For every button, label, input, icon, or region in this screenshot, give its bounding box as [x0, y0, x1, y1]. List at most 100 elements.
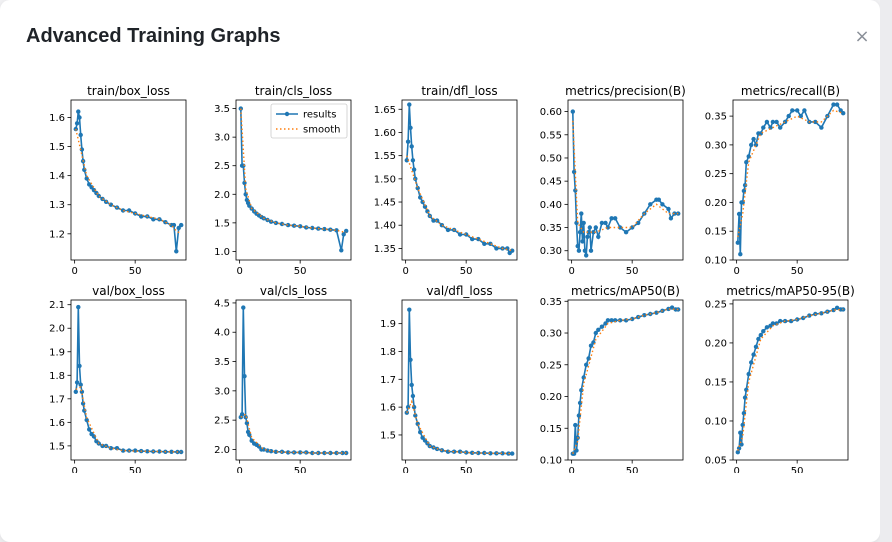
subplot-title: metrics/mAP50(B)	[571, 284, 680, 298]
y-tick-label: 0.20	[705, 198, 727, 209]
y-tick-label: 2.0	[214, 190, 230, 201]
results-point	[672, 211, 677, 216]
y-tick-label: 1.9	[380, 319, 396, 330]
y-tick-label: 0.15	[540, 424, 562, 435]
x-tick-label: 0	[568, 466, 574, 473]
results-point	[778, 125, 783, 130]
results-point	[749, 360, 754, 365]
results-point	[340, 450, 345, 456]
y-tick-label: 0.10	[705, 256, 727, 267]
results-point	[243, 415, 248, 420]
results-point	[819, 125, 824, 130]
results-point	[244, 420, 250, 426]
results-point	[841, 111, 846, 116]
results-point	[482, 241, 487, 246]
results-point	[410, 158, 416, 163]
results-point	[588, 248, 594, 253]
results-point	[174, 249, 179, 254]
results-point	[298, 224, 303, 229]
close-icon[interactable]: ×	[854, 26, 870, 47]
y-tick-label: 0.10	[540, 456, 562, 467]
y-tick-label: 0.25	[705, 299, 727, 310]
results-point	[596, 234, 601, 239]
results-point	[593, 330, 598, 336]
results-point	[407, 307, 412, 312]
results-point	[169, 449, 174, 454]
subplot-train-box-loss: train/box_loss 0 50 1.2 1.3 1.4 1.5 1.6	[49, 84, 187, 277]
results-point	[273, 449, 279, 454]
results-point	[593, 225, 598, 230]
subplot-metrics-recall-b-: metrics/recall(B) 0 50 0.10 0.15 0.20 0.25 0.30…	[705, 84, 849, 277]
results-point	[434, 218, 440, 223]
results-point	[586, 230, 591, 235]
y-tick-label: 0.50	[540, 153, 562, 164]
results-point	[328, 450, 333, 456]
legend-results-label: results	[303, 110, 337, 121]
y-tick-label: 1.5	[49, 441, 65, 452]
y-tick-label: 0.15	[705, 227, 727, 238]
plot-frame	[732, 299, 849, 461]
results-point	[285, 222, 291, 228]
results-point	[310, 225, 315, 231]
results-point	[617, 225, 623, 230]
results-point	[642, 313, 647, 318]
y-tick-label: 1.6	[49, 418, 65, 429]
results-point	[322, 226, 327, 232]
results-point	[476, 450, 481, 456]
results-point	[834, 305, 840, 310]
results-point	[746, 154, 751, 159]
results-point	[445, 227, 451, 233]
results-point	[145, 449, 150, 454]
results-point	[576, 248, 582, 253]
y-tick-label: 1.0	[214, 247, 230, 258]
y-tick-label: 1.6	[49, 113, 65, 124]
results-point	[630, 316, 635, 322]
results-point	[813, 119, 818, 125]
y-tick-label: 2.0	[214, 445, 230, 456]
results-point	[341, 232, 346, 237]
x-tick-label: 50	[791, 266, 804, 277]
subplot-title: val/box_loss	[92, 284, 165, 298]
results-point	[764, 119, 770, 125]
x-tick-label: 0	[236, 466, 242, 473]
plot-frame	[401, 299, 518, 461]
y-tick-label: 0.55	[540, 130, 562, 141]
results-point	[87, 427, 92, 432]
results-point	[605, 318, 611, 323]
results-point	[100, 443, 105, 449]
results-point	[623, 230, 629, 235]
results-point	[291, 223, 297, 228]
y-tick-label: 0.25	[540, 360, 562, 371]
y-tick-label: 4.5	[214, 298, 230, 309]
results-point	[770, 119, 776, 125]
smooth-line	[406, 155, 513, 252]
results-point	[603, 321, 608, 326]
results-point	[617, 318, 623, 323]
results-point	[411, 167, 417, 172]
results-point	[179, 222, 184, 228]
results-point	[239, 412, 245, 417]
y-tick-label: 0.25	[705, 169, 727, 180]
results-point	[78, 382, 83, 387]
legend-box	[270, 103, 348, 139]
results-point	[74, 121, 80, 126]
y-tick-label: 0.20	[705, 338, 727, 349]
results-point	[413, 413, 418, 418]
results-point	[580, 239, 585, 244]
subplot-train-cls-loss: train/cls_loss 0 50 1.0 1.5 2.0 2.5 3.0 3.5 resul…	[214, 84, 352, 277]
results-point	[774, 119, 779, 125]
results-point	[77, 115, 82, 120]
y-tick-label: 1.7	[49, 394, 65, 405]
y-tick-label: 3.5	[214, 104, 230, 115]
results-point	[660, 202, 665, 207]
results-point	[599, 220, 605, 226]
results-point	[431, 218, 436, 223]
results-point	[79, 147, 85, 152]
results-point	[807, 313, 812, 318]
subplot-title: metrics/precision(B)	[565, 84, 686, 98]
results-point	[623, 318, 629, 323]
results-point	[746, 371, 751, 377]
results-point	[500, 451, 505, 456]
results-point	[596, 327, 601, 332]
results-point	[795, 108, 800, 113]
